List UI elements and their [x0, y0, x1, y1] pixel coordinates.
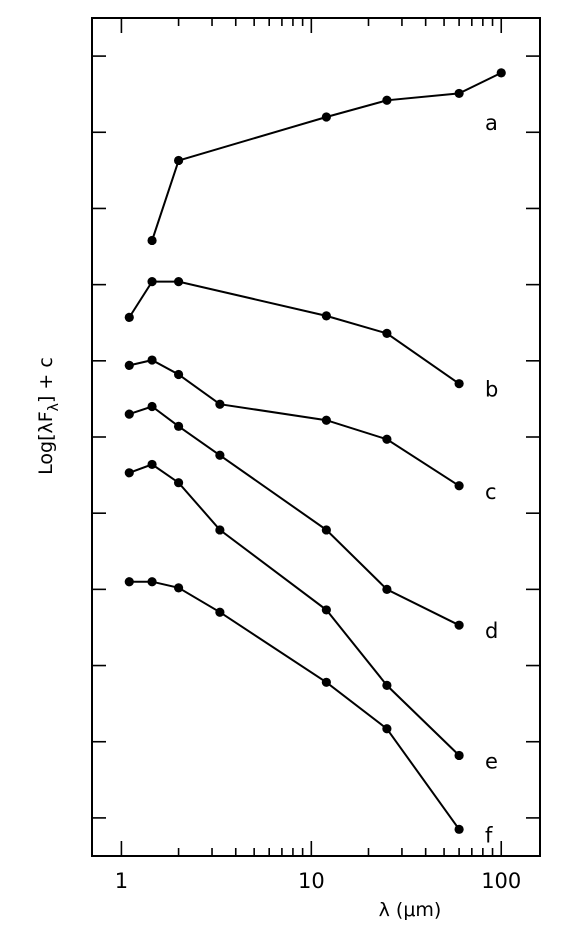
series-line-b [128, 280, 460, 385]
data-point-f [124, 577, 134, 587]
data-point-b [124, 312, 134, 322]
data-point-f [454, 824, 464, 834]
data-point-f [147, 577, 157, 587]
data-point-e [454, 750, 464, 761]
x-axis-title: λ (μm) [379, 899, 442, 921]
data-point-d [215, 450, 225, 460]
data-point-d [147, 401, 157, 412]
labels-group: a b c d e f [485, 111, 498, 847]
data-point-b [321, 311, 331, 321]
data-point-e [321, 605, 331, 615]
series-label-b: b [485, 378, 498, 402]
x-tick-label: 10 [298, 869, 325, 893]
y-axis-title-suffix: ] + c [35, 357, 57, 403]
data-point-b [173, 276, 184, 287]
data-point-e [173, 478, 184, 488]
data-point-a [147, 235, 157, 246]
data-point-e [147, 459, 157, 470]
x-tick-label: 1 [115, 869, 128, 893]
data-point-c [215, 399, 225, 409]
data-point-c [382, 434, 392, 444]
data-point-d [382, 584, 392, 594]
data-point-e [124, 468, 134, 478]
data-point-c [147, 355, 157, 365]
data-point-d [173, 421, 184, 431]
series-label-e: e [485, 749, 498, 773]
data-point-f [321, 677, 331, 687]
series-label-c: c [485, 480, 497, 504]
plot-frame [91, 17, 541, 857]
data-point-b [147, 276, 157, 287]
y-axis-title-subscript: λ [46, 403, 62, 411]
data-point-a [382, 95, 392, 105]
data-point-f [173, 583, 184, 593]
data-point-c [321, 415, 331, 425]
series-line-a [151, 72, 502, 241]
y-axis-title: Log[λFλ] + c [35, 357, 62, 475]
data-point-c [454, 481, 464, 491]
axes: 1 10 100 [91, 17, 541, 893]
data-point-d [454, 620, 464, 630]
data-point-c [173, 369, 184, 380]
data-point-f [215, 607, 225, 617]
data-point-e [215, 525, 225, 535]
data-point-c [124, 360, 134, 370]
series-label-d: d [485, 619, 498, 643]
x-tick-label: 100 [481, 869, 521, 893]
data-point-a [173, 155, 184, 166]
y-axis-title-main: Log[λF [35, 411, 57, 475]
series-label-f: f [485, 823, 493, 847]
data-point-a [321, 112, 331, 122]
data-point-d [321, 525, 331, 535]
data-point-b [382, 328, 392, 338]
data-point-f [382, 724, 392, 734]
data-point-a [496, 68, 506, 78]
series-label-a: a [485, 111, 498, 135]
series-group [124, 68, 506, 834]
data-point-d [124, 409, 134, 419]
data-point-e [382, 680, 392, 690]
series-line-f [129, 580, 460, 830]
data-point-a [454, 88, 464, 99]
data-point-b [454, 379, 464, 389]
